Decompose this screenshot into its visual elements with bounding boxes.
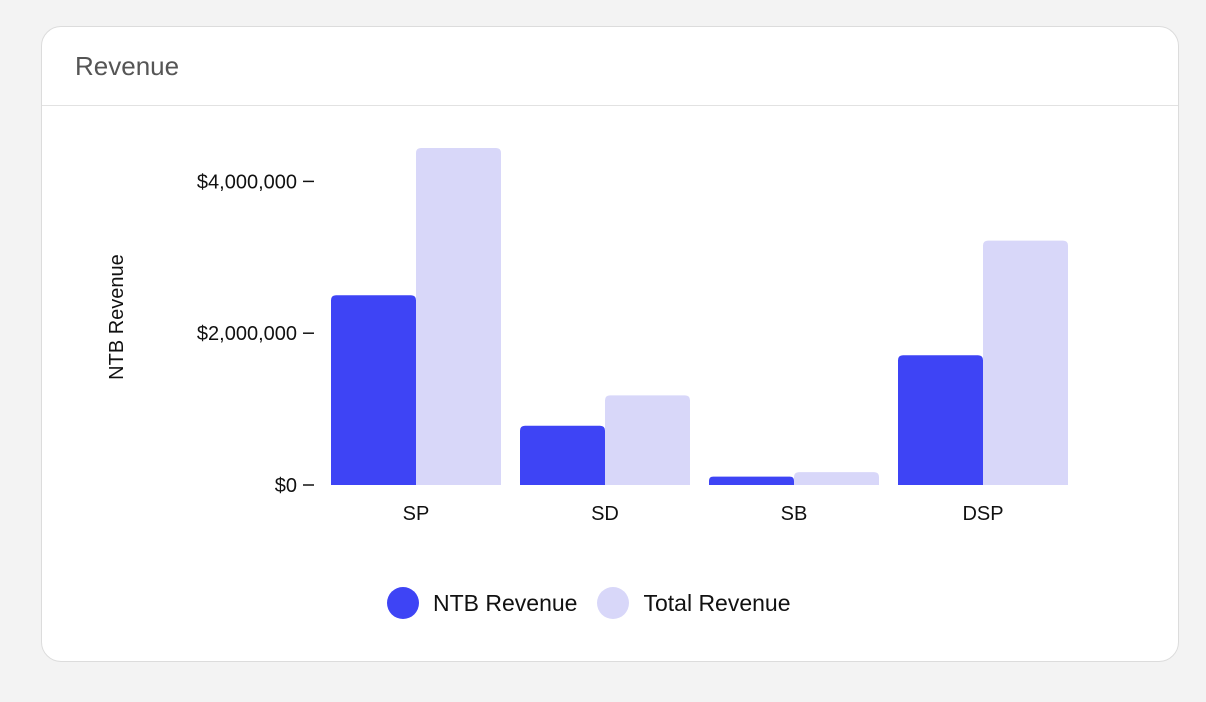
x-tick-label: SB <box>781 503 808 525</box>
y-axis: $0 $2,000,000 $4,000,000 <box>197 171 314 497</box>
card-title: Revenue <box>75 50 180 81</box>
bar-ntb-revenue-sd[interactable] <box>520 425 605 485</box>
y-tick-label: $2,000,000 <box>197 323 297 345</box>
bar-total-revenue-dsp[interactable] <box>983 240 1068 485</box>
x-axis: SP SD SB DSP <box>403 503 1004 525</box>
card-header: Revenue <box>42 27 1178 106</box>
legend-label-total-revenue: Total Revenue <box>643 589 791 616</box>
x-tick-label: SP <box>403 503 430 525</box>
bar-total-revenue-sd[interactable] <box>605 395 690 485</box>
legend: NTB Revenue Total Revenue <box>387 587 791 619</box>
legend-swatch-ntb-revenue <box>387 587 419 619</box>
revenue-card: Revenue $0 $2,000,000 $4,000,000 SP SD SB DSP… <box>41 26 1179 662</box>
y-tick-label: $4,000,000 <box>197 171 297 193</box>
bar-total-revenue-sb[interactable] <box>794 472 879 485</box>
legend-item-ntb-revenue[interactable]: NTB Revenue <box>387 587 577 619</box>
y-axis-title: NTB Revenue <box>106 254 128 380</box>
bar-ntb-revenue-sb[interactable] <box>709 476 794 485</box>
legend-item-total-revenue[interactable]: Total Revenue <box>597 587 791 619</box>
legend-swatch-total-revenue <box>597 587 630 619</box>
bars-group <box>331 148 1068 485</box>
revenue-bar-chart: $0 $2,000,000 $4,000,000 SP SD SB DSP NTB Rev… <box>106 148 1068 525</box>
bar-ntb-revenue-dsp[interactable] <box>898 355 983 485</box>
y-tick-label: $0 <box>275 475 297 497</box>
x-tick-label: DSP <box>962 503 1003 525</box>
legend-label-ntb-revenue: NTB Revenue <box>433 589 578 616</box>
bar-total-revenue-sp[interactable] <box>416 148 501 485</box>
bar-ntb-revenue-sp[interactable] <box>331 295 416 485</box>
x-tick-label: SD <box>591 503 619 525</box>
